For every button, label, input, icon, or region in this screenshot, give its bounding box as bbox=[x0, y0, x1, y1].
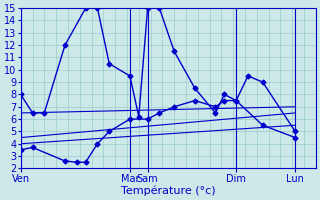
X-axis label: Température (°c): Température (°c) bbox=[121, 185, 216, 196]
